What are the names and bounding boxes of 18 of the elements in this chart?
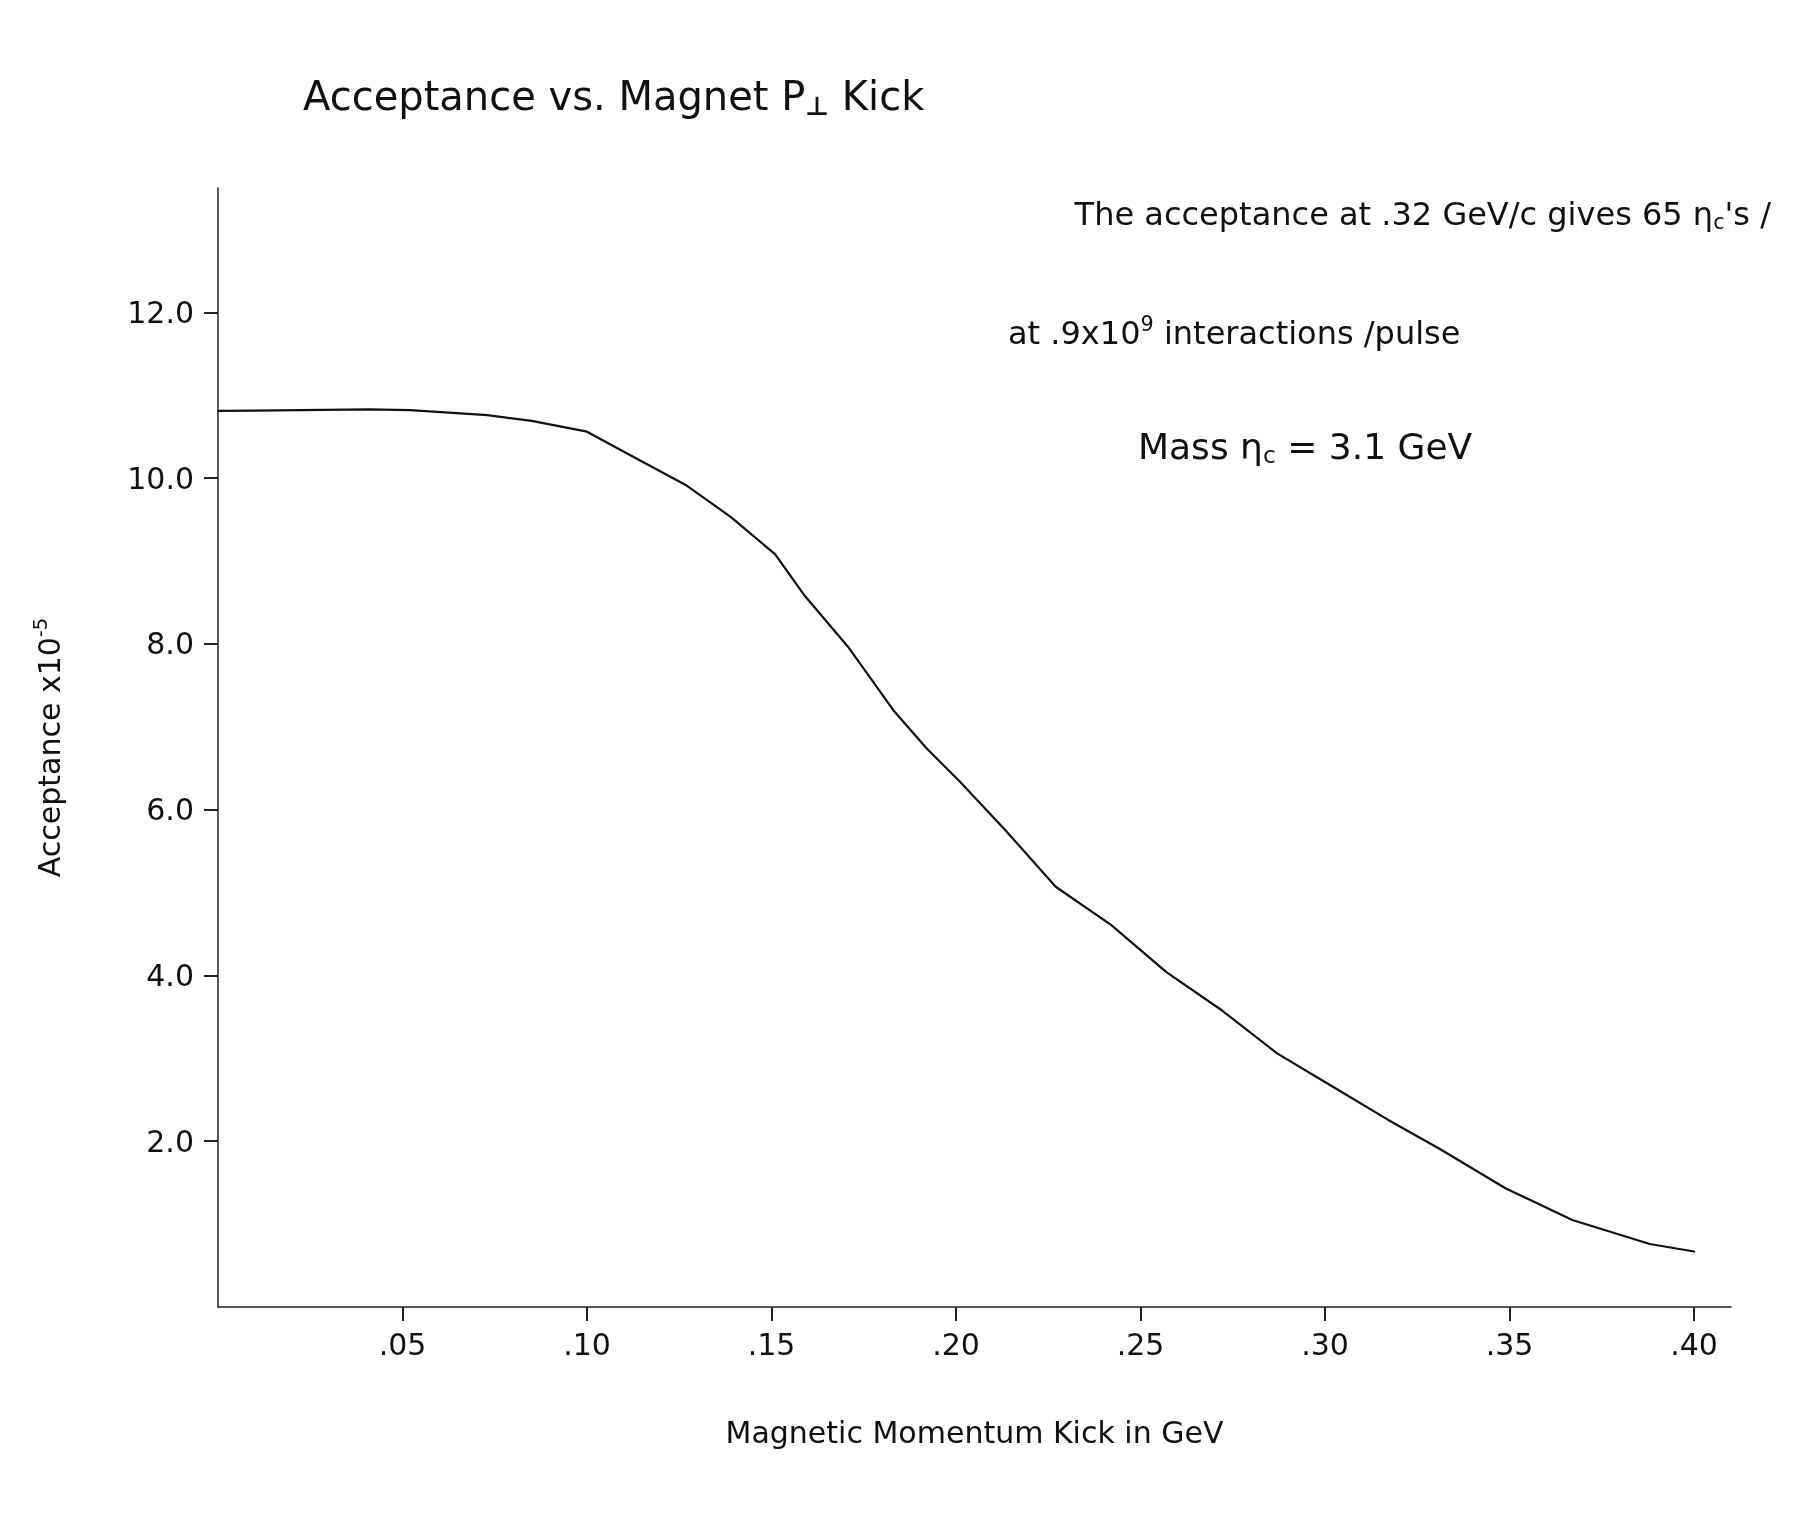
x-tick-label: .20 [932,1326,980,1362]
x-tick-label: .05 [378,1326,427,1362]
y-axis-title: Acceptance x10-5 [28,617,67,878]
y-tick-label: 8.0 [146,626,194,662]
x-tick-label: .35 [1485,1326,1534,1362]
x-axis-title: Magnetic Momentum Kick in GeV [725,1414,1224,1450]
x-tick-label: .30 [1301,1326,1349,1362]
chart-title: Acceptance vs. Magnet P⊥ Kick [303,73,926,121]
x-tick-label: .10 [563,1326,611,1362]
x-tick-label: .25 [1116,1326,1165,1362]
line-series [216,408,1696,1253]
y-tick-label: 12.0 [127,294,194,330]
y-tick-label: 4.0 [146,957,194,993]
y-tick-label: 6.0 [146,792,194,828]
x-tick-label: .40 [1670,1326,1718,1362]
y-tick-label: 2.0 [146,1123,194,1159]
x-tick-label: .15 [747,1326,796,1362]
y-tick-label: 10.0 [127,460,194,496]
